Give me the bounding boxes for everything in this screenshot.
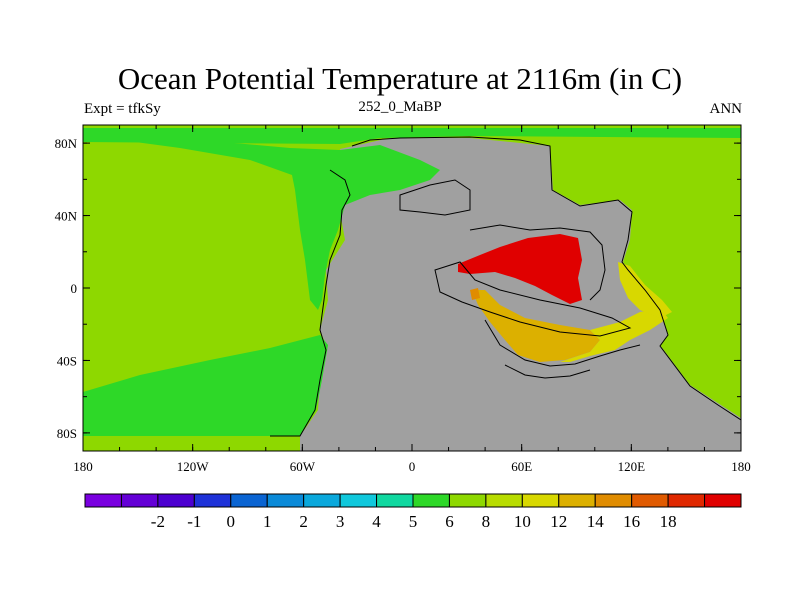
colorbar-swatch (193, 493, 232, 508)
colorbar-swatch (230, 493, 268, 508)
colorbar-label: 1 (263, 512, 272, 531)
land-inner-basin (430, 262, 630, 335)
x-tick-label: 120W (177, 459, 210, 474)
colorbar-label: 4 (372, 512, 381, 531)
x-tick-label: 60E (511, 459, 532, 474)
colorbar-label: 6 (445, 512, 454, 531)
x-tick-label: 60W (290, 459, 316, 474)
experiment-label: Expt = tfkSy (84, 101, 161, 117)
colorbar-label: 5 (409, 512, 418, 531)
ocean-6-8-west-margin (83, 128, 741, 144)
colorbar-label: 8 (482, 512, 491, 531)
y-tick-label: 40N (55, 209, 78, 224)
ocean-6-8-southwest (83, 335, 328, 436)
ocean-6-8-north (83, 136, 440, 310)
colorbar-label: 2 (299, 512, 308, 531)
season-label: ANN (709, 101, 743, 117)
colorbar: -2 -1 0 1 2 3 4 5 6 8 10 12 14 16 18 (84, 493, 742, 531)
colorbar-label: 18 (660, 512, 677, 531)
colorbar-swatch (266, 493, 305, 508)
colorbar-swatch (704, 493, 742, 508)
map-axes: 180 120W 60W 0 60E 120E 180 80N 40N 0 40S 80S (55, 125, 751, 474)
x-tick-label: 0 (409, 459, 416, 474)
colorbar-label: 3 (336, 512, 345, 531)
x-tick-label: 180 (73, 459, 93, 474)
colorbar-swatch (448, 493, 487, 508)
colorbar-swatch (157, 493, 195, 508)
colorbar-swatch (631, 493, 669, 508)
colorbar-label: 0 (227, 512, 236, 531)
colorbar-label: 10 (514, 512, 531, 531)
land-mass (300, 138, 741, 451)
ocean-hot-tongue (458, 234, 582, 304)
coastline-outlines (270, 136, 741, 437)
colorbar-label: -1 (187, 512, 201, 531)
colorbar-label: 12 (550, 512, 567, 531)
colorbar-swatch (558, 493, 596, 508)
colorbar-swatch (339, 493, 378, 508)
y-tick-label: 40S (57, 353, 77, 368)
y-tick-label: 80S (57, 426, 77, 441)
colorbar-swatch (667, 493, 706, 508)
colorbar-swatch (303, 493, 341, 508)
colorbar-swatch (84, 493, 122, 508)
colorbar-label: 16 (623, 512, 640, 531)
colorbar-swatch (594, 493, 633, 508)
colorbar-swatch (521, 493, 560, 508)
x-tick-label: 180 (731, 459, 751, 474)
colorbar-swatch (376, 493, 414, 508)
time-label: 252_0_MaBP (358, 99, 442, 115)
colorbar-swatch (120, 493, 159, 508)
colorbar-label: 14 (587, 512, 605, 531)
y-tick-label: 0 (71, 281, 78, 296)
map-field (83, 125, 741, 451)
y-tick-label: 80N (55, 136, 78, 151)
colorbar-swatch (485, 493, 523, 508)
plot-title: Ocean Potential Temperature at 2116m (in… (117, 61, 683, 96)
ocean-12-14-region (560, 308, 668, 362)
colorbar-label: -2 (151, 512, 165, 531)
colorbar-swatch (412, 493, 450, 508)
ocean-16-18-spot (470, 288, 480, 300)
x-tick-label: 120E (618, 459, 646, 474)
